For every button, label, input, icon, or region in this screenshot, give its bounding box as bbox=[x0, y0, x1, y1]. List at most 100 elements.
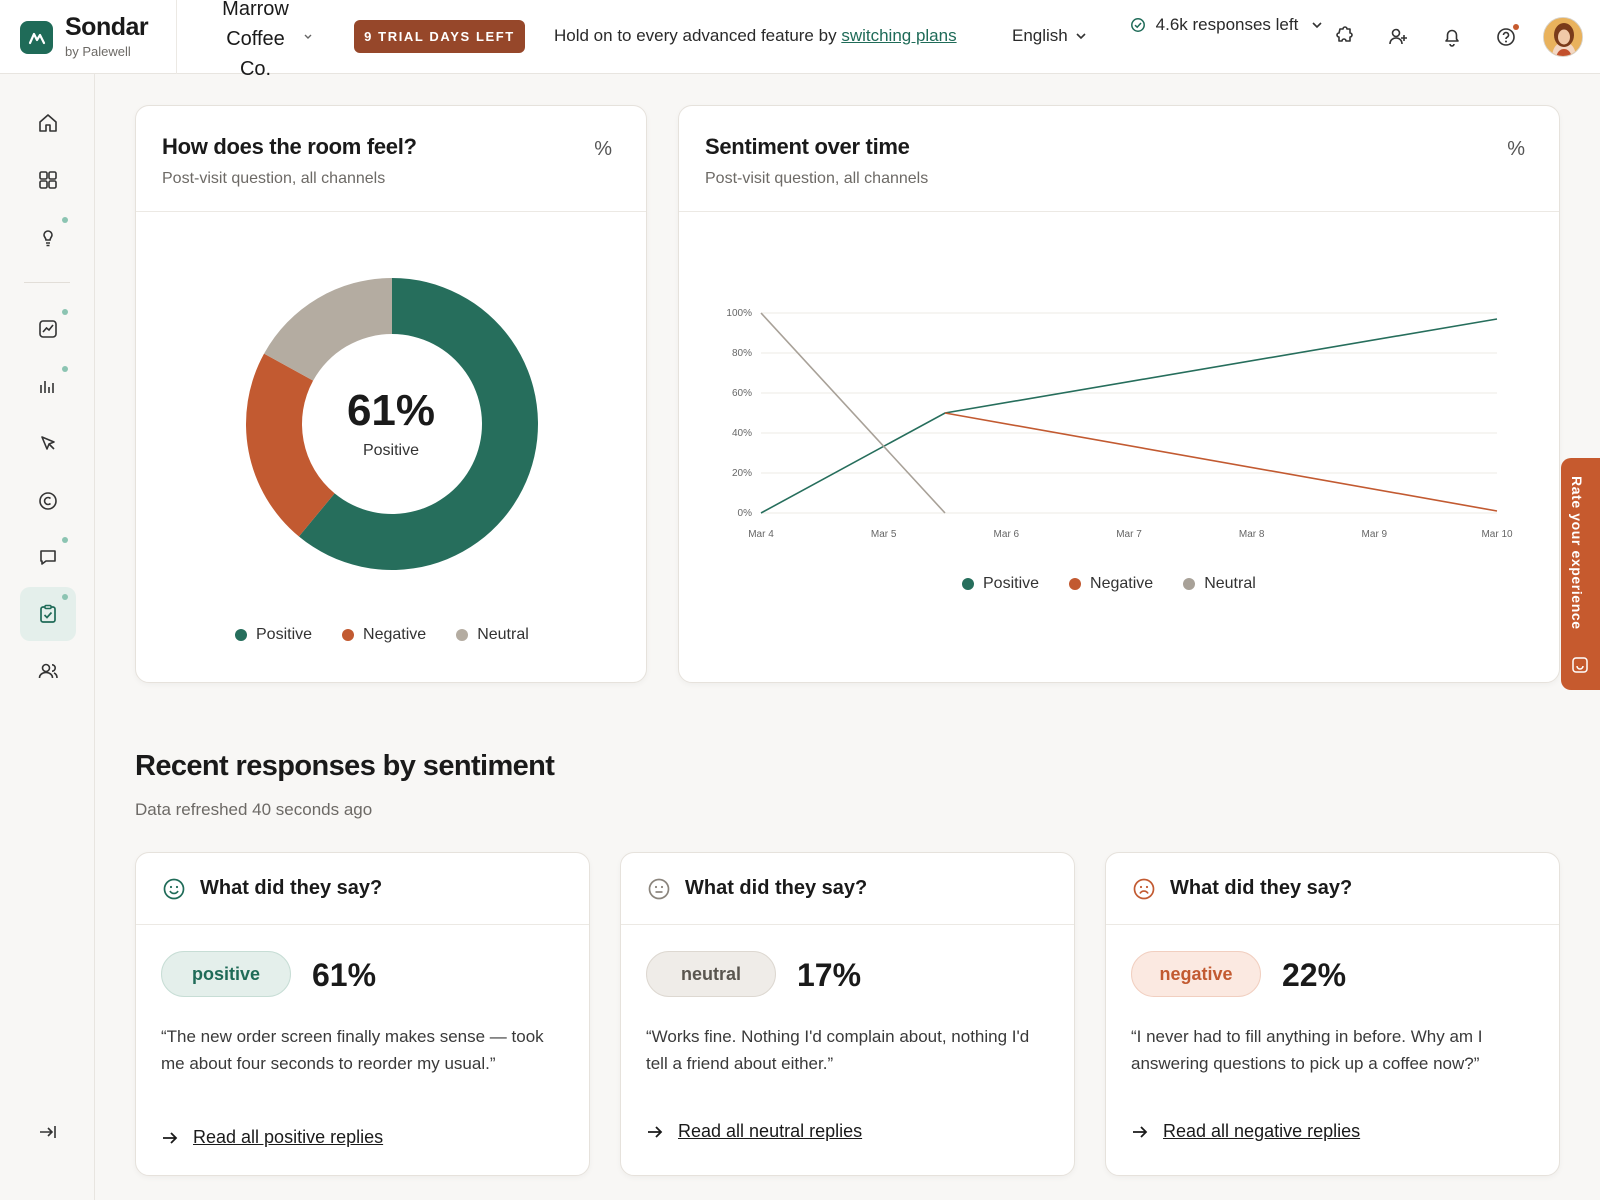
donut-center-value: 61% bbox=[346, 386, 436, 435]
neutral-face-icon bbox=[648, 878, 670, 900]
negative-response-card: What did they say? negative 22% “I never… bbox=[1105, 852, 1560, 1176]
series-line-positive[interactable] bbox=[760, 318, 1498, 514]
chevron-down-icon[interactable] bbox=[303, 28, 313, 46]
legend-label: Negative bbox=[1090, 575, 1154, 592]
sidebar-item-team[interactable] bbox=[20, 644, 76, 698]
chevron-down-icon bbox=[1076, 33, 1086, 40]
sidebar-item-interactions[interactable] bbox=[20, 416, 76, 470]
line-legend-item-negative[interactable]: Negative bbox=[1069, 575, 1153, 593]
card-title: What did they say? bbox=[200, 877, 383, 899]
series-line-negative[interactable] bbox=[944, 412, 1498, 512]
avatar[interactable] bbox=[1543, 17, 1583, 57]
donut-legend-item-neutral[interactable]: Neutral bbox=[456, 626, 529, 644]
sidebar-item-reports[interactable] bbox=[20, 359, 76, 413]
bell-icon[interactable] bbox=[1439, 24, 1465, 50]
link-label: Read all neutral replies bbox=[678, 1121, 863, 1141]
top-bar: Sondar by Palewell Marrow Coffee Co. 9 T… bbox=[0, 0, 1600, 80]
percent-toggle[interactable]: % bbox=[1507, 138, 1525, 160]
y-tick-label: 40% bbox=[732, 428, 752, 439]
legend-label: Neutral bbox=[477, 626, 529, 643]
legend-label: Positive bbox=[256, 626, 313, 643]
link-label: Read all negative replies bbox=[1163, 1121, 1361, 1141]
section-title: Recent responses by sentiment bbox=[135, 750, 555, 782]
response-percent: 22% bbox=[1282, 957, 1347, 993]
response-percent: 17% bbox=[797, 957, 862, 993]
lightbulb-icon bbox=[43, 230, 53, 247]
card-subtitle: Post-visit question, all channels bbox=[162, 170, 386, 187]
donut-slice-positive[interactable] bbox=[298, 278, 538, 570]
x-tick-label: Mar 4 bbox=[748, 529, 774, 540]
line-legend-item-positive[interactable]: Positive bbox=[962, 575, 1039, 593]
response-quote: “The new order screen finally makes sens… bbox=[161, 1027, 544, 1073]
smile-icon bbox=[1572, 657, 1588, 673]
clipboard-check-icon bbox=[40, 604, 56, 623]
y-tick-label: 80% bbox=[732, 348, 752, 359]
language-selector[interactable]: English bbox=[1012, 26, 1088, 46]
cursor-icon bbox=[41, 436, 55, 450]
link-label: Read all positive replies bbox=[193, 1127, 384, 1147]
notification-dot bbox=[62, 537, 68, 543]
responses-counter[interactable]: 4.6k responses left bbox=[1130, 12, 1324, 37]
sidebar-item-dashboards[interactable] bbox=[20, 153, 76, 207]
line-legend-item-neutral[interactable]: Neutral bbox=[1183, 575, 1256, 593]
sidebar-item-brand[interactable] bbox=[20, 474, 76, 528]
donut-center-label: Positive bbox=[362, 442, 420, 459]
sidebar-item-insights[interactable] bbox=[20, 210, 76, 264]
card-header: What did they say? bbox=[1106, 853, 1559, 925]
read-negative-link[interactable]: Read all negative replies bbox=[1131, 1121, 1360, 1142]
sidebar bbox=[0, 74, 95, 1200]
read-positive-link[interactable]: Read all positive replies bbox=[161, 1127, 383, 1148]
workspace-switcher[interactable]: Marrow Coffee Co. bbox=[222, 0, 289, 80]
grid-icon bbox=[39, 171, 57, 189]
y-tick-label: 0% bbox=[738, 508, 753, 519]
brand-name: Sondar bbox=[65, 13, 149, 41]
home-icon bbox=[39, 114, 57, 132]
y-tick-label: 20% bbox=[732, 468, 752, 479]
card-header: Sentiment over time Post-visit question,… bbox=[679, 106, 1559, 212]
sidebar-item-surveys[interactable] bbox=[20, 587, 76, 641]
donut-slice-negative[interactable] bbox=[246, 353, 335, 537]
card-header: What did they say? bbox=[621, 853, 1074, 925]
promo-banner: Hold on to every advanced feature by swi… bbox=[554, 26, 957, 46]
collapse-sidebar-button[interactable] bbox=[20, 1105, 76, 1159]
donut-legend-item-negative[interactable]: Negative bbox=[342, 626, 426, 644]
arrow-right-icon bbox=[648, 1125, 663, 1138]
frown-icon bbox=[1133, 878, 1155, 900]
card-header: How does the room feel? Post-visit quest… bbox=[136, 106, 646, 212]
trend-icon bbox=[39, 320, 57, 338]
neutral-pill: neutral bbox=[646, 951, 776, 997]
notification-dot bbox=[62, 309, 68, 315]
sidebar-item-messages[interactable] bbox=[20, 530, 76, 584]
donut-slice-neutral[interactable] bbox=[264, 278, 392, 381]
legend-dot bbox=[235, 629, 247, 641]
donut-legend-item-positive[interactable]: Positive bbox=[235, 626, 312, 644]
card-title: What did they say? bbox=[685, 877, 868, 899]
series-line-neutral[interactable] bbox=[760, 312, 946, 514]
copyright-icon bbox=[39, 492, 57, 510]
divider bbox=[24, 282, 70, 283]
sidebar-item-home[interactable] bbox=[20, 96, 76, 150]
users-icon bbox=[38, 663, 58, 679]
puzzle-icon[interactable] bbox=[1330, 24, 1356, 50]
collapse-icon bbox=[40, 1126, 56, 1138]
add-user-icon[interactable] bbox=[1385, 24, 1411, 50]
x-tick-label: Mar 7 bbox=[1116, 529, 1142, 540]
neutral-response-card: What did they say? neutral 17% “Works fi… bbox=[620, 852, 1075, 1176]
notification-dot bbox=[62, 217, 68, 223]
percent-toggle[interactable]: % bbox=[594, 138, 612, 160]
check-circle-icon bbox=[1131, 17, 1145, 32]
rate-experience-tab[interactable]: Rate your experience bbox=[1561, 458, 1600, 690]
brand[interactable]: Sondar by Palewell bbox=[20, 13, 149, 59]
switch-plans-link[interactable]: switching plans bbox=[841, 26, 957, 45]
y-tick-label: 60% bbox=[732, 388, 752, 399]
trial-badge[interactable]: 9 TRIAL DAYS LEFT bbox=[354, 20, 525, 53]
arrow-right-icon bbox=[1133, 1125, 1148, 1138]
help-icon[interactable] bbox=[1493, 24, 1519, 50]
read-neutral-link[interactable]: Read all neutral replies bbox=[646, 1121, 862, 1142]
chevron-down-icon bbox=[1312, 21, 1322, 28]
card-title: Sentiment over time bbox=[705, 134, 910, 159]
feedback-label: Rate your experience bbox=[1569, 476, 1585, 630]
sidebar-item-trends[interactable] bbox=[20, 302, 76, 356]
x-tick-label: Mar 10 bbox=[1481, 529, 1513, 540]
x-tick-label: Mar 9 bbox=[1362, 529, 1388, 540]
